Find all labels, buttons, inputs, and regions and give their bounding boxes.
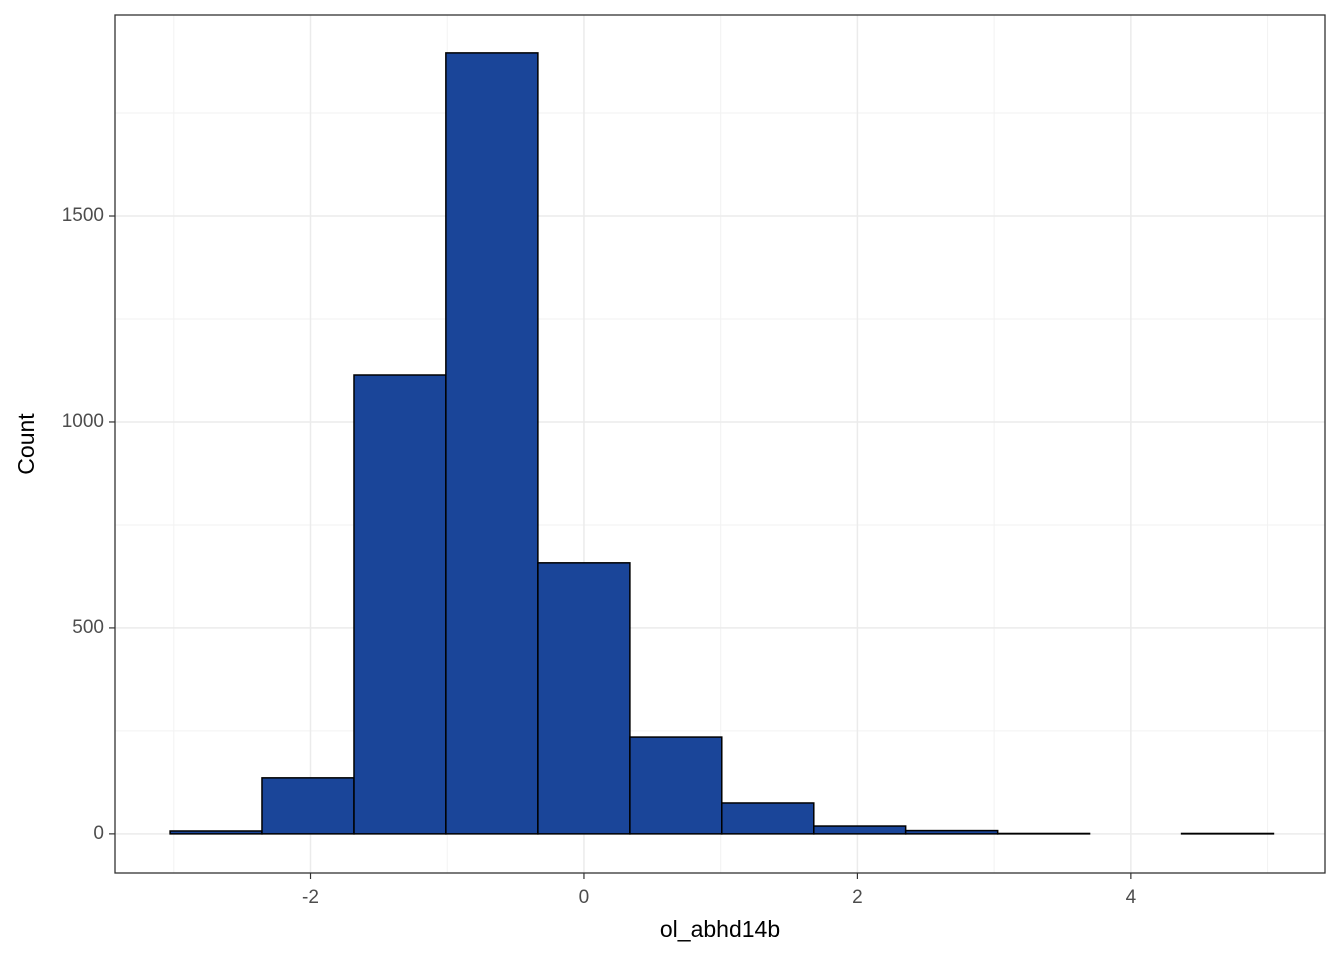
bar [721, 802, 815, 835]
bar [261, 777, 355, 835]
y-tick-label: 0 [93, 823, 104, 844]
bar [169, 830, 263, 835]
bar [537, 562, 631, 835]
x-tick-label: 2 [852, 887, 863, 908]
bar [445, 52, 539, 835]
y-tick-label: 1000 [62, 411, 104, 432]
panel-border [114, 14, 1326, 874]
y-axis-label: Count [13, 413, 39, 475]
plot-background [115, 15, 1325, 873]
x-axis-label: ol_abhd14b [660, 916, 780, 942]
y-tick-label: 500 [72, 617, 104, 638]
bar [353, 374, 447, 835]
bar [813, 825, 907, 835]
x-tick-label: -2 [302, 887, 319, 908]
bar [629, 736, 723, 835]
y-tick-label: 1500 [62, 205, 104, 226]
x-tick-label: 4 [1126, 887, 1137, 908]
x-tick-label: 0 [579, 887, 590, 908]
bar [904, 829, 999, 835]
